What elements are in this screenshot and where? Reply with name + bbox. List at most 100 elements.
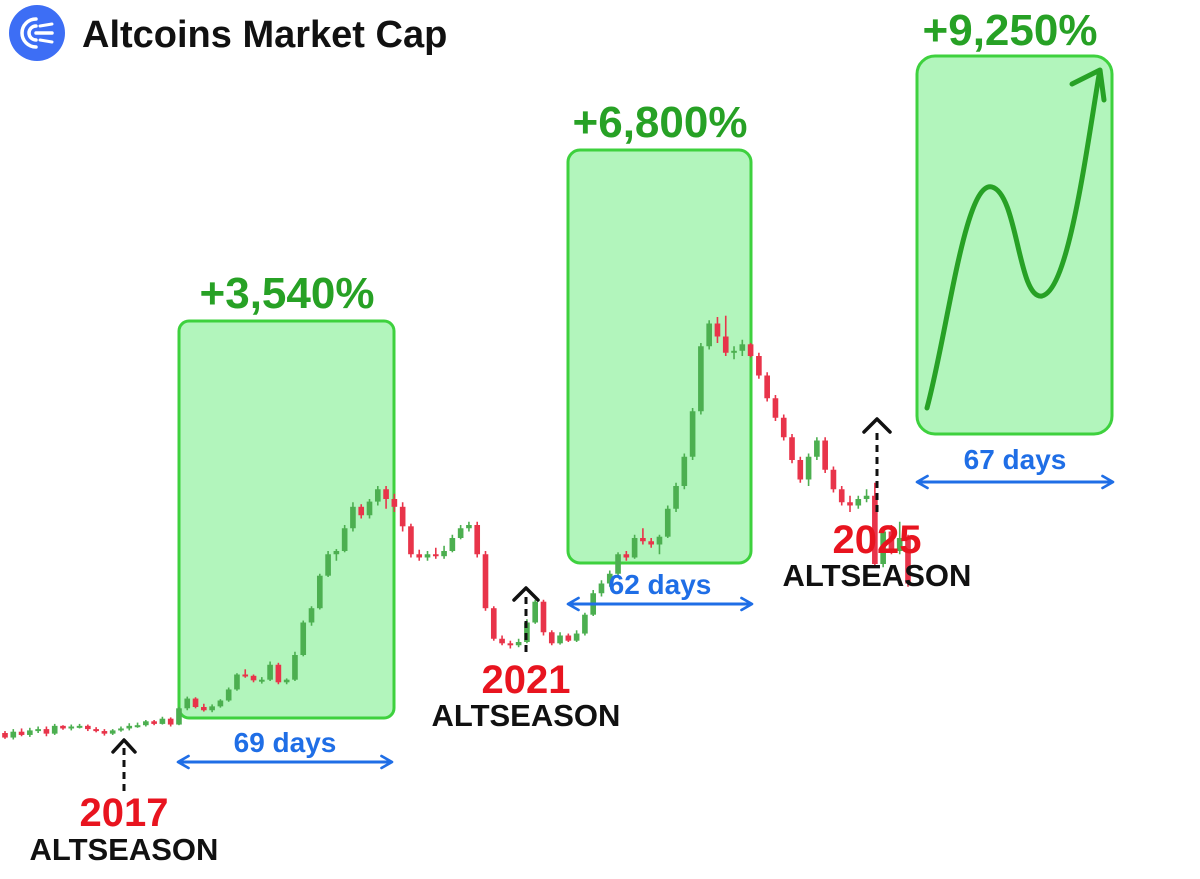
year-label-2025: 2025 bbox=[833, 518, 922, 562]
candle-body bbox=[217, 700, 224, 707]
candle-body bbox=[764, 375, 770, 399]
altseason-label-2025: ALTSEASON bbox=[783, 558, 972, 593]
gain-label-2025: +9,250% bbox=[923, 6, 1098, 55]
candle bbox=[557, 632, 563, 645]
candle-body bbox=[524, 622, 530, 642]
candle bbox=[350, 502, 356, 532]
candle-body bbox=[565, 635, 572, 641]
period-box-2017 bbox=[177, 319, 396, 720]
candle bbox=[416, 549, 423, 561]
candle-body bbox=[101, 731, 108, 734]
candle-body bbox=[664, 508, 671, 537]
candle-body bbox=[416, 554, 423, 558]
candle bbox=[598, 580, 605, 597]
candle-body bbox=[350, 506, 356, 529]
candle bbox=[905, 534, 911, 587]
candle bbox=[482, 551, 489, 611]
candle-body bbox=[606, 573, 613, 584]
candle bbox=[93, 727, 99, 733]
candle bbox=[267, 661, 273, 681]
candle-body bbox=[308, 608, 315, 623]
candle bbox=[623, 551, 630, 561]
candle bbox=[474, 521, 481, 558]
candle-body bbox=[615, 554, 621, 574]
candle bbox=[457, 525, 464, 540]
candle-body bbox=[60, 725, 66, 729]
candle bbox=[565, 633, 572, 642]
candle-body bbox=[880, 531, 886, 564]
candle-body bbox=[176, 708, 182, 725]
candle-body bbox=[656, 536, 663, 545]
candle-body bbox=[863, 495, 870, 499]
candle bbox=[507, 640, 514, 649]
pointer-arrow-2021 bbox=[512, 586, 540, 652]
duration-label-2025: 67 days bbox=[964, 444, 1067, 475]
candle bbox=[814, 437, 820, 460]
gain-label-2017: +3,540% bbox=[200, 269, 375, 318]
candle-body bbox=[640, 538, 646, 542]
candle-body bbox=[209, 706, 215, 711]
candle bbox=[880, 528, 886, 568]
candle bbox=[27, 727, 33, 737]
candle bbox=[341, 525, 348, 553]
candle bbox=[184, 696, 191, 711]
candle-body bbox=[888, 531, 895, 551]
candle-body bbox=[151, 721, 157, 724]
candle-body bbox=[648, 541, 655, 545]
candle bbox=[118, 726, 124, 732]
candle bbox=[159, 716, 166, 725]
candle-body bbox=[76, 725, 83, 728]
candle bbox=[780, 414, 787, 441]
candle bbox=[408, 523, 414, 558]
candle-body bbox=[689, 411, 696, 457]
candle bbox=[822, 437, 828, 473]
candle bbox=[855, 495, 862, 509]
candle bbox=[316, 573, 323, 610]
candle bbox=[201, 703, 207, 712]
candle bbox=[797, 456, 804, 483]
candle-body bbox=[805, 456, 812, 480]
candle-body bbox=[441, 551, 447, 557]
duration-2021: 62 days bbox=[566, 569, 754, 612]
candle bbox=[143, 720, 149, 727]
candle-body bbox=[242, 674, 249, 677]
candle bbox=[250, 674, 257, 683]
candle bbox=[532, 599, 539, 624]
candle bbox=[366, 499, 373, 519]
candle bbox=[648, 538, 655, 548]
candle bbox=[772, 395, 779, 421]
candle bbox=[242, 669, 249, 678]
candle bbox=[664, 505, 671, 538]
candle bbox=[739, 339, 746, 356]
candle bbox=[2, 731, 8, 739]
candle-body bbox=[714, 323, 721, 337]
candle-body bbox=[457, 528, 464, 538]
candle-body bbox=[27, 730, 33, 735]
candle-body bbox=[698, 346, 704, 412]
candle-body bbox=[872, 495, 878, 564]
candle-body bbox=[167, 718, 174, 725]
candle bbox=[872, 482, 878, 568]
candle bbox=[515, 638, 522, 648]
candle-body bbox=[399, 506, 406, 527]
candle bbox=[225, 687, 232, 702]
candle-body bbox=[275, 664, 282, 683]
candle-body bbox=[706, 323, 712, 347]
candle bbox=[888, 525, 895, 555]
candle bbox=[499, 635, 505, 646]
candle bbox=[540, 599, 547, 636]
candle-body bbox=[109, 730, 116, 734]
candle bbox=[258, 677, 265, 684]
candle-body bbox=[855, 499, 862, 506]
candle bbox=[689, 408, 696, 460]
candle-body bbox=[118, 728, 124, 731]
candle-body bbox=[449, 538, 456, 551]
candle-body bbox=[722, 336, 729, 353]
candle bbox=[656, 534, 663, 555]
candle-body bbox=[292, 655, 298, 680]
candle bbox=[432, 547, 439, 559]
candle bbox=[43, 726, 50, 737]
candle-body bbox=[548, 632, 555, 644]
candle-body bbox=[896, 538, 903, 551]
candle-body bbox=[797, 460, 804, 480]
